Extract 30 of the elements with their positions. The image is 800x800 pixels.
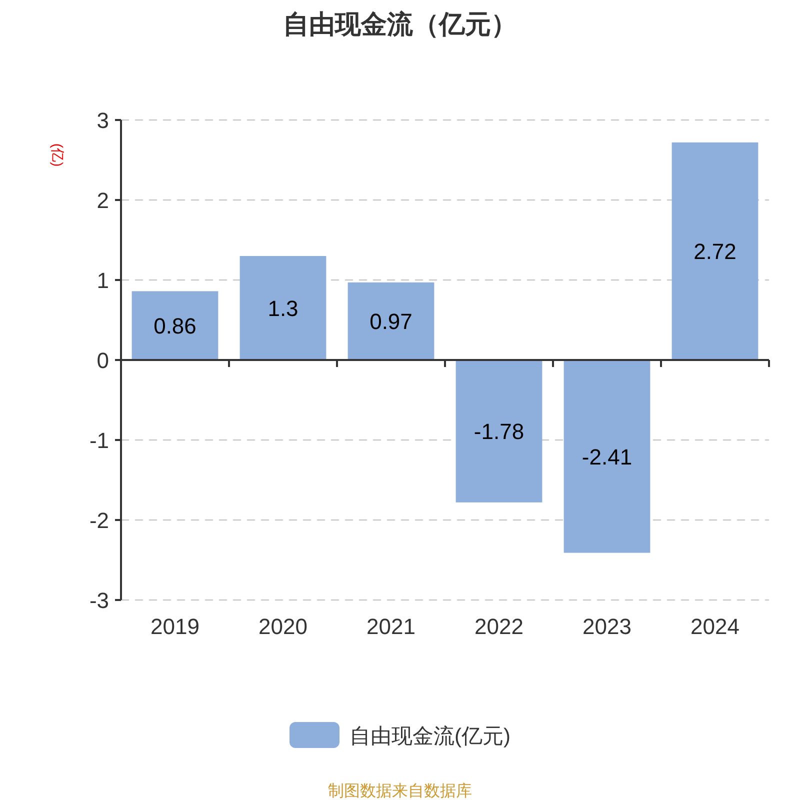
bar (348, 282, 434, 360)
y-tick-label: 3 (96, 108, 109, 133)
y-axis-title: (亿) (50, 143, 66, 167)
y-tick-label: 2 (96, 188, 109, 213)
data-label: 2.72 (694, 239, 736, 264)
legend-label: 自由现金流(亿元) (350, 725, 510, 748)
bar (564, 360, 650, 553)
legend: 自由现金流(亿元) (290, 722, 510, 748)
bar (240, 256, 326, 360)
y-tick-label: 0 (96, 348, 109, 373)
y-tick-label: 1 (96, 268, 109, 293)
y-tick-label: -2 (89, 508, 109, 533)
x-tick-label: 2024 (690, 614, 740, 639)
bar (672, 142, 758, 360)
y-tick-label: -1 (89, 428, 109, 453)
data-label: -2.41 (582, 444, 632, 470)
data-label: 1.3 (268, 296, 298, 321)
x-tick-label: 2019 (150, 614, 200, 639)
x-tick-label: 2021 (366, 614, 416, 639)
x-tick-label: 2020 (258, 614, 308, 639)
chart-title: 自由现金流（亿元） (283, 9, 517, 39)
data-label: 0.97 (370, 309, 412, 334)
bar (132, 291, 218, 360)
x-tick-label: 2023 (582, 614, 632, 639)
text: 制图数据来自数据库 (328, 782, 472, 800)
x-tick-label: 2022 (474, 614, 524, 639)
data-label: -1.78 (474, 419, 524, 444)
bar (456, 360, 542, 502)
data-label: 0.86 (154, 314, 196, 339)
y-tick-label: -3 (89, 588, 109, 613)
